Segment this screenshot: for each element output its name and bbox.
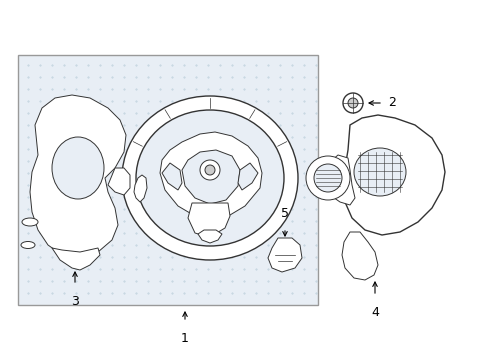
Polygon shape xyxy=(52,248,100,270)
Polygon shape xyxy=(342,232,378,280)
Polygon shape xyxy=(160,132,262,220)
Polygon shape xyxy=(198,230,222,243)
Polygon shape xyxy=(182,150,240,204)
Ellipse shape xyxy=(21,242,35,248)
Polygon shape xyxy=(162,163,182,190)
Polygon shape xyxy=(343,115,445,235)
FancyBboxPatch shape xyxy=(18,55,318,305)
Polygon shape xyxy=(108,168,130,195)
Ellipse shape xyxy=(52,137,104,199)
Polygon shape xyxy=(30,95,126,258)
Ellipse shape xyxy=(354,148,406,196)
Circle shape xyxy=(205,165,215,175)
Text: 5: 5 xyxy=(281,207,289,220)
Circle shape xyxy=(348,98,358,108)
Polygon shape xyxy=(325,155,355,205)
Polygon shape xyxy=(134,175,147,202)
Circle shape xyxy=(314,164,342,192)
Circle shape xyxy=(306,156,350,200)
Polygon shape xyxy=(188,203,230,236)
Ellipse shape xyxy=(136,110,284,246)
Ellipse shape xyxy=(122,96,298,260)
Text: 4: 4 xyxy=(371,306,379,319)
Text: 2: 2 xyxy=(388,96,396,109)
Text: 3: 3 xyxy=(71,295,79,308)
Polygon shape xyxy=(238,163,258,190)
Circle shape xyxy=(343,93,363,113)
Polygon shape xyxy=(268,238,302,272)
Text: 1: 1 xyxy=(181,332,189,345)
Circle shape xyxy=(200,160,220,180)
Ellipse shape xyxy=(22,218,38,226)
